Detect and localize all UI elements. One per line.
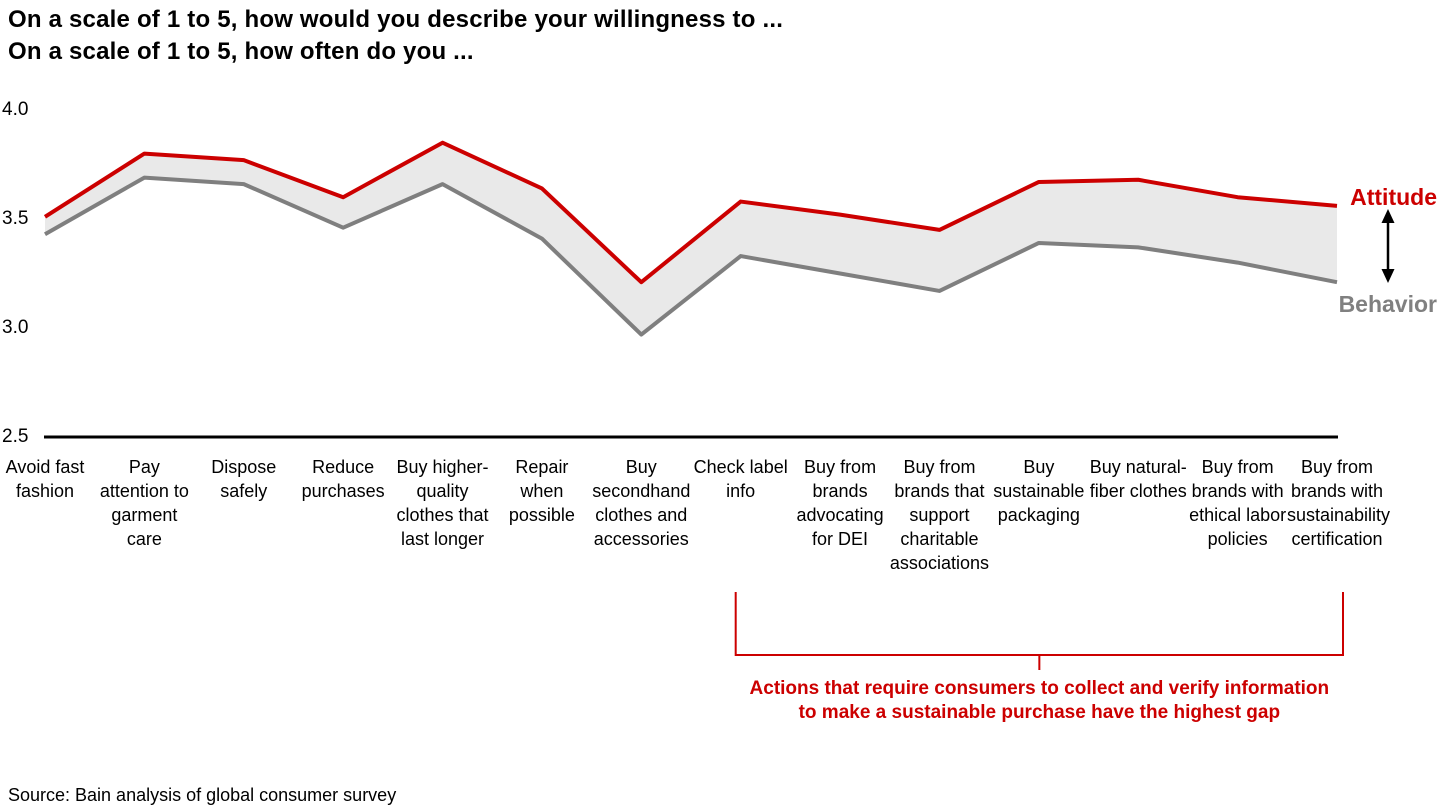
x-axis-category-label: Buy higher-quality clothes that last lon… [396,457,489,549]
x-axis-category-label: Buy from brands that support charitable … [889,457,989,573]
chart-title: On a scale of 1 to 5, how would you desc… [8,4,783,68]
bracket-annotation-text: Actions that require consumers to collec… [679,677,1399,724]
chart-title-line2: On a scale of 1 to 5, how often do you .… [8,38,474,65]
annotation-bracket [734,592,1344,670]
attitude-behavior-arrow-icon [1381,209,1395,283]
x-axis-category-label: Buy sustainable packaging [993,457,1085,525]
x-axis-category-label: Repair when possible [508,457,575,525]
attitude-line [43,140,1338,285]
attitude-series-label: Attitude [1350,184,1437,210]
x-axis-category-label: Check label info [693,457,788,501]
y-axis-tick-label: 4.0 [2,99,29,120]
source-note: Source: Bain analysis of global consumer… [8,785,397,805]
y-axis-tick-label: 2.5 [2,426,29,447]
x-axis-category-label: Buy secondhand clothes and accessories [592,457,691,549]
chart-title-line1: On a scale of 1 to 5, how would you desc… [8,6,784,33]
x-axis-category-label: Reduce purchases [301,457,385,501]
x-axis-category-label: Buy natural-fiber clothes [1089,457,1187,501]
bracket-annotation-line1: Actions that require consumers to collec… [749,678,1330,699]
y-axis-tick-label: 3.5 [2,208,29,229]
x-axis-category-label: Buy from brands with ethical labor polic… [1189,457,1287,549]
x-axis-category-label: Dispose safely [211,457,277,501]
x-axis-category-label: Pay attention to garment care [99,457,189,549]
behavior-line [44,175,1338,337]
behavior-series-label: Behavior [1338,291,1437,317]
x-axis-category-label: Avoid fast fashion [5,457,85,501]
x-axis-category-label: Buy from brands advocating for DEI [796,457,884,549]
x-axis-category-label: Buy from brands with sustainability cert… [1287,457,1391,549]
attitude-behavior-gap-band [45,142,1337,335]
bracket-annotation-line2: to make a sustainable purchase have the … [798,701,1281,723]
y-axis-tick-label: 3.0 [2,317,29,338]
